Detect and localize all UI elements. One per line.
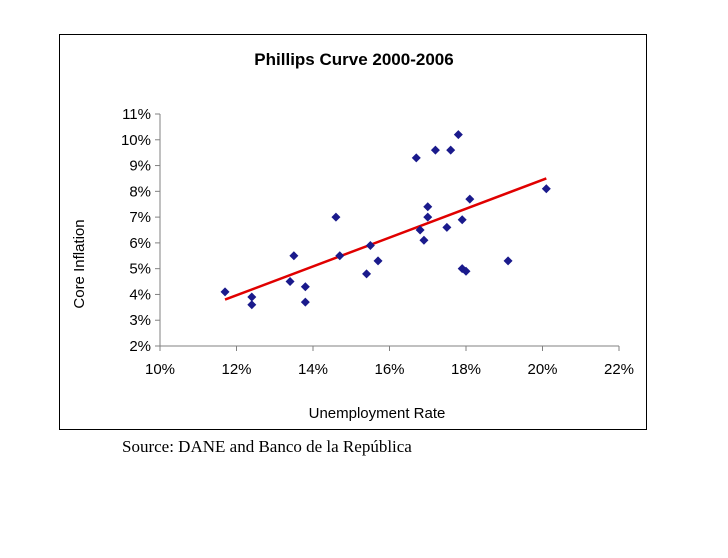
data-point xyxy=(430,145,440,155)
data-point xyxy=(457,264,467,274)
data-point xyxy=(465,194,475,204)
data-point xyxy=(300,282,310,292)
x-tick-label: 12% xyxy=(221,361,251,378)
data-point xyxy=(247,292,257,302)
y-tick-label: 8% xyxy=(129,183,151,200)
data-point xyxy=(362,269,372,279)
data-point xyxy=(503,256,513,266)
y-tick-label: 11% xyxy=(122,106,151,123)
data-point xyxy=(419,235,429,245)
data-point xyxy=(415,225,425,235)
data-point xyxy=(541,184,551,194)
data-point xyxy=(423,202,433,212)
y-axis-label: Core Inflation xyxy=(71,219,88,308)
data-point xyxy=(411,153,421,163)
y-tick-label: 7% xyxy=(129,209,151,226)
y-tick-label: 10% xyxy=(121,132,151,149)
data-point xyxy=(423,212,433,222)
data-point xyxy=(247,300,257,310)
chart-title: Phillips Curve 2000-2006 xyxy=(254,50,453,69)
y-tick-label: 3% xyxy=(129,312,151,329)
data-point xyxy=(331,212,341,222)
y-tick-label: 9% xyxy=(129,158,151,175)
y-tick-label: 4% xyxy=(129,286,151,303)
x-tick-label: 16% xyxy=(374,361,404,378)
data-point xyxy=(446,145,456,155)
data-point xyxy=(220,287,230,297)
data-point xyxy=(289,251,299,261)
y-tick-label: 2% xyxy=(129,338,151,355)
trendline xyxy=(224,177,547,301)
data-point xyxy=(461,266,471,276)
data-point xyxy=(457,215,467,225)
data-point xyxy=(335,251,345,261)
y-tick-label: 6% xyxy=(129,235,151,252)
y-tick-label: 5% xyxy=(129,261,151,278)
x-axis-label: Unemployment Rate xyxy=(309,405,446,422)
data-point xyxy=(300,297,310,307)
x-tick-label: 22% xyxy=(604,361,634,378)
phillips-curve-chart: Phillips Curve 2000-2006 2% 3% 4% 5% 6% 7% 8% 9… xyxy=(71,50,634,422)
x-tick-label: 20% xyxy=(527,361,557,378)
chart-frame: Phillips Curve 2000-2006 2% 3% 4% 5% 6% 7% 8% 9… xyxy=(59,34,647,430)
data-point xyxy=(373,256,383,266)
source-note: Source: DANE and Banco de la República xyxy=(122,437,412,456)
data-point xyxy=(453,130,463,140)
data-point xyxy=(442,222,452,232)
x-tick-label: 18% xyxy=(451,361,481,378)
x-tick-label: 10% xyxy=(145,361,175,378)
data-point xyxy=(285,277,295,287)
plot-layer: 2% 3% 4% 5% 6% 7% 8% 9% 10% 11% 10% 12% 14% 16% 18% 20%… xyxy=(121,106,634,378)
data-point xyxy=(365,240,375,250)
x-tick-label: 14% xyxy=(298,361,328,378)
